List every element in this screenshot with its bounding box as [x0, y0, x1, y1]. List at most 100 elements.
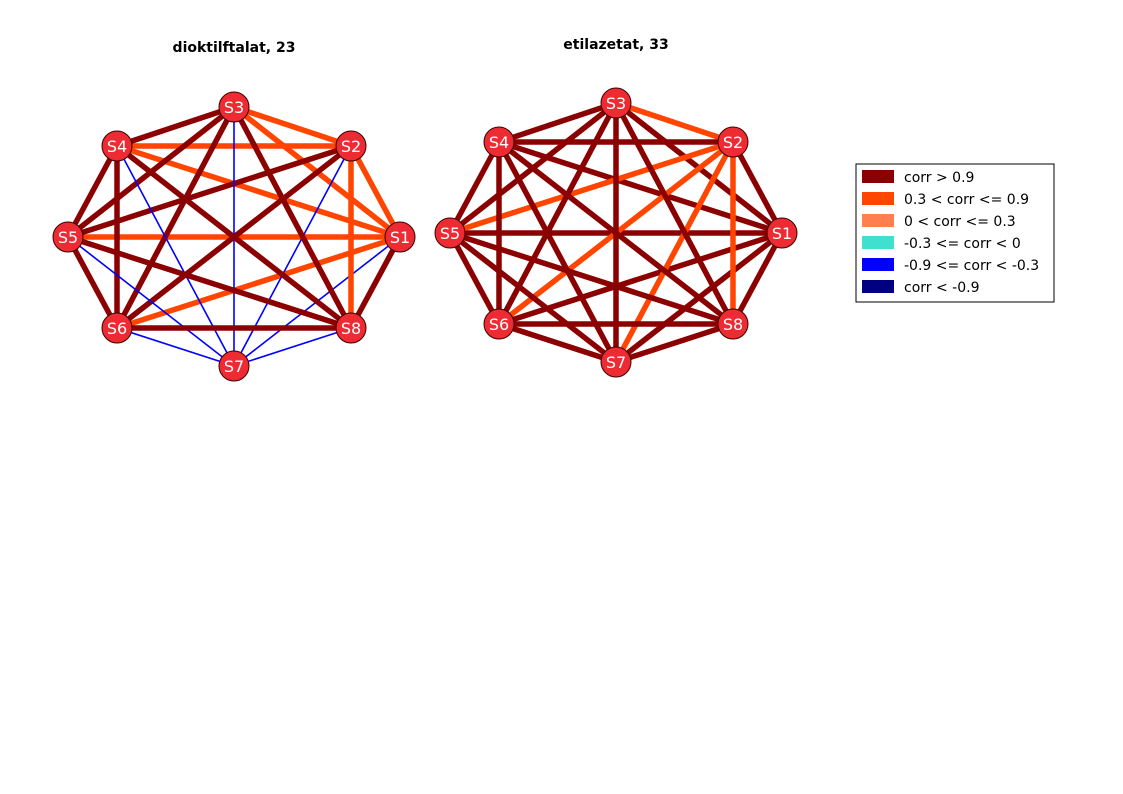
node-s7: S7: [218, 350, 250, 382]
node-circle: [384, 221, 416, 253]
node-label: S7: [224, 357, 244, 376]
graph-edges: [65, 104, 403, 367]
node-circle: [717, 308, 749, 340]
legend-swatch: [862, 236, 894, 249]
node-label: S2: [723, 133, 743, 152]
edge-s2-s3: [615, 100, 734, 145]
node-s2: S2: [335, 130, 367, 162]
edge-s4-s5: [447, 140, 502, 235]
legend-swatch: [862, 192, 894, 205]
node-label: S3: [606, 94, 626, 113]
node-label: S6: [107, 319, 127, 338]
node-s8: S8: [717, 308, 749, 340]
node-s5: S5: [52, 221, 84, 253]
node-label: S5: [58, 228, 78, 247]
graph-title: dioktilftalat, 23: [173, 40, 296, 56]
network-graph-dioktilftalat: dioktilftalat, 23 S1 S2 S3 S4 S5 S6 S7 S8: [52, 40, 416, 382]
node-circle: [717, 126, 749, 158]
edge-s1-s2: [730, 140, 785, 235]
node-circle: [434, 217, 466, 249]
legend-entry: -0.9 <= corr < -0.3: [862, 258, 1039, 274]
node-s6: S6: [101, 312, 133, 344]
node-circle: [101, 312, 133, 344]
legend-entry: corr > 0.9: [862, 170, 974, 186]
node-s1: S1: [384, 221, 416, 253]
graph-nodes: S1 S2 S3 S4 S5 S6 S7 S8: [434, 87, 798, 378]
graph-nodes: S1 S2 S3 S4 S5 S6 S7 S8: [52, 91, 416, 382]
edge-s1-s8: [730, 231, 785, 326]
edge-s7-s8: [615, 321, 734, 365]
edge-s2-s3: [233, 104, 352, 149]
legend: corr > 0.9 0.3 < corr <= 0.9 0 < corr <= 0…: [855, 163, 1055, 303]
legend-label: corr > 0.9: [904, 170, 974, 186]
graph-edges: [447, 100, 785, 365]
node-s7: S7: [600, 346, 632, 378]
legend-label: -0.3 <= corr < 0: [904, 236, 1021, 252]
node-label: S2: [341, 137, 361, 156]
edge-s4-s8: [115, 143, 353, 331]
node-s6: S6: [483, 308, 515, 340]
node-s8: S8: [335, 312, 367, 344]
edge-s1-s8: [348, 235, 403, 330]
node-s4: S4: [101, 130, 133, 162]
edge-s5-s8: [449, 230, 734, 327]
edge-s3-s8: [613, 101, 736, 326]
node-circle: [218, 91, 250, 123]
node-label: S1: [772, 224, 792, 243]
edge-s3-s8: [231, 105, 354, 330]
legend-entries: corr > 0.9 0.3 < corr <= 0.9 0 < corr <= 0…: [862, 170, 1039, 296]
node-circle: [483, 126, 515, 158]
node-circle: [218, 350, 250, 382]
node-circle: [600, 346, 632, 378]
node-circle: [101, 130, 133, 162]
node-label: S1: [390, 228, 410, 247]
edge-s4-s5: [65, 144, 120, 239]
edge-s6-s7: [498, 321, 617, 365]
node-label: S7: [606, 353, 626, 372]
node-circle: [600, 87, 632, 119]
legend-entry: 0.3 < corr <= 0.9: [862, 192, 1029, 208]
edge-s3-s4: [116, 104, 235, 149]
edge-s5-s6: [65, 235, 120, 330]
edge-s4-s8: [497, 139, 735, 327]
edge-s1-s2: [348, 144, 403, 239]
graph-title: etilazetat, 33: [563, 37, 668, 53]
legend-entry: 0 < corr <= 0.3: [862, 214, 1016, 230]
edge-s7-s8: [233, 327, 352, 367]
edge-s5-s6: [447, 231, 502, 326]
node-label: S4: [489, 133, 509, 152]
legend-label: 0 < corr <= 0.3: [904, 214, 1016, 230]
node-s3: S3: [600, 87, 632, 119]
node-label: S6: [489, 315, 509, 334]
node-label: S3: [224, 98, 244, 117]
legend-swatch: [862, 280, 894, 293]
legend-swatch: [862, 214, 894, 227]
node-s1: S1: [766, 217, 798, 249]
node-label: S8: [341, 319, 361, 338]
node-label: S8: [723, 315, 743, 334]
node-circle: [335, 130, 367, 162]
edge-s5-s7: [67, 236, 235, 367]
legend-label: -0.9 <= corr < -0.3: [904, 258, 1039, 274]
legend-swatch: [862, 258, 894, 271]
edge-s6-s7: [116, 327, 235, 367]
edge-s5-s7: [448, 230, 618, 365]
node-s5: S5: [434, 217, 466, 249]
node-circle: [483, 308, 515, 340]
legend-label: 0.3 < corr <= 0.9: [904, 192, 1029, 208]
node-circle: [335, 312, 367, 344]
legend-entry: corr < -0.9: [862, 280, 979, 296]
node-s3: S3: [218, 91, 250, 123]
node-label: S5: [440, 224, 460, 243]
legend-label: corr < -0.9: [904, 280, 979, 296]
node-s2: S2: [717, 126, 749, 158]
node-label: S4: [107, 137, 127, 156]
network-graph-etilazetat: etilazetat, 33 S1 S2 S3 S4 S5 S6 S7 S8: [434, 37, 798, 378]
legend-swatch: [862, 170, 894, 183]
legend-frame: [855, 163, 1055, 303]
node-circle: [52, 221, 84, 253]
edge-s5-s8: [67, 234, 352, 331]
edge-s3-s4: [498, 100, 617, 145]
node-circle: [766, 217, 798, 249]
